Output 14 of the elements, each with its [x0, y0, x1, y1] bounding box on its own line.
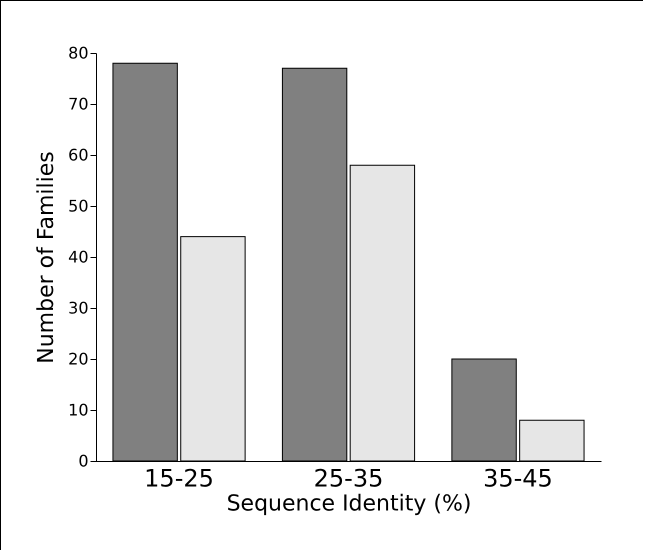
- y-tick-label: 50: [68, 196, 88, 216]
- x-axis-title: Sequence Identity (%): [226, 492, 472, 516]
- y-tick-label: 80: [68, 44, 88, 62]
- y-axis-title: Number of Families: [34, 151, 60, 364]
- y-tick-label: 10: [68, 400, 88, 420]
- y-tick-label: 20: [68, 350, 88, 368]
- y-tick-label: 30: [68, 298, 88, 318]
- x-tick-label: 35-45: [483, 464, 553, 492]
- x-tick-label: 15-25: [144, 464, 214, 492]
- y-tick-label: 70: [68, 94, 88, 114]
- y-tick-label: 40: [68, 248, 88, 266]
- x-tick-label: 25-35: [314, 464, 384, 492]
- y-tick-label: 0: [78, 452, 88, 470]
- y-tick-label: 60: [68, 146, 88, 164]
